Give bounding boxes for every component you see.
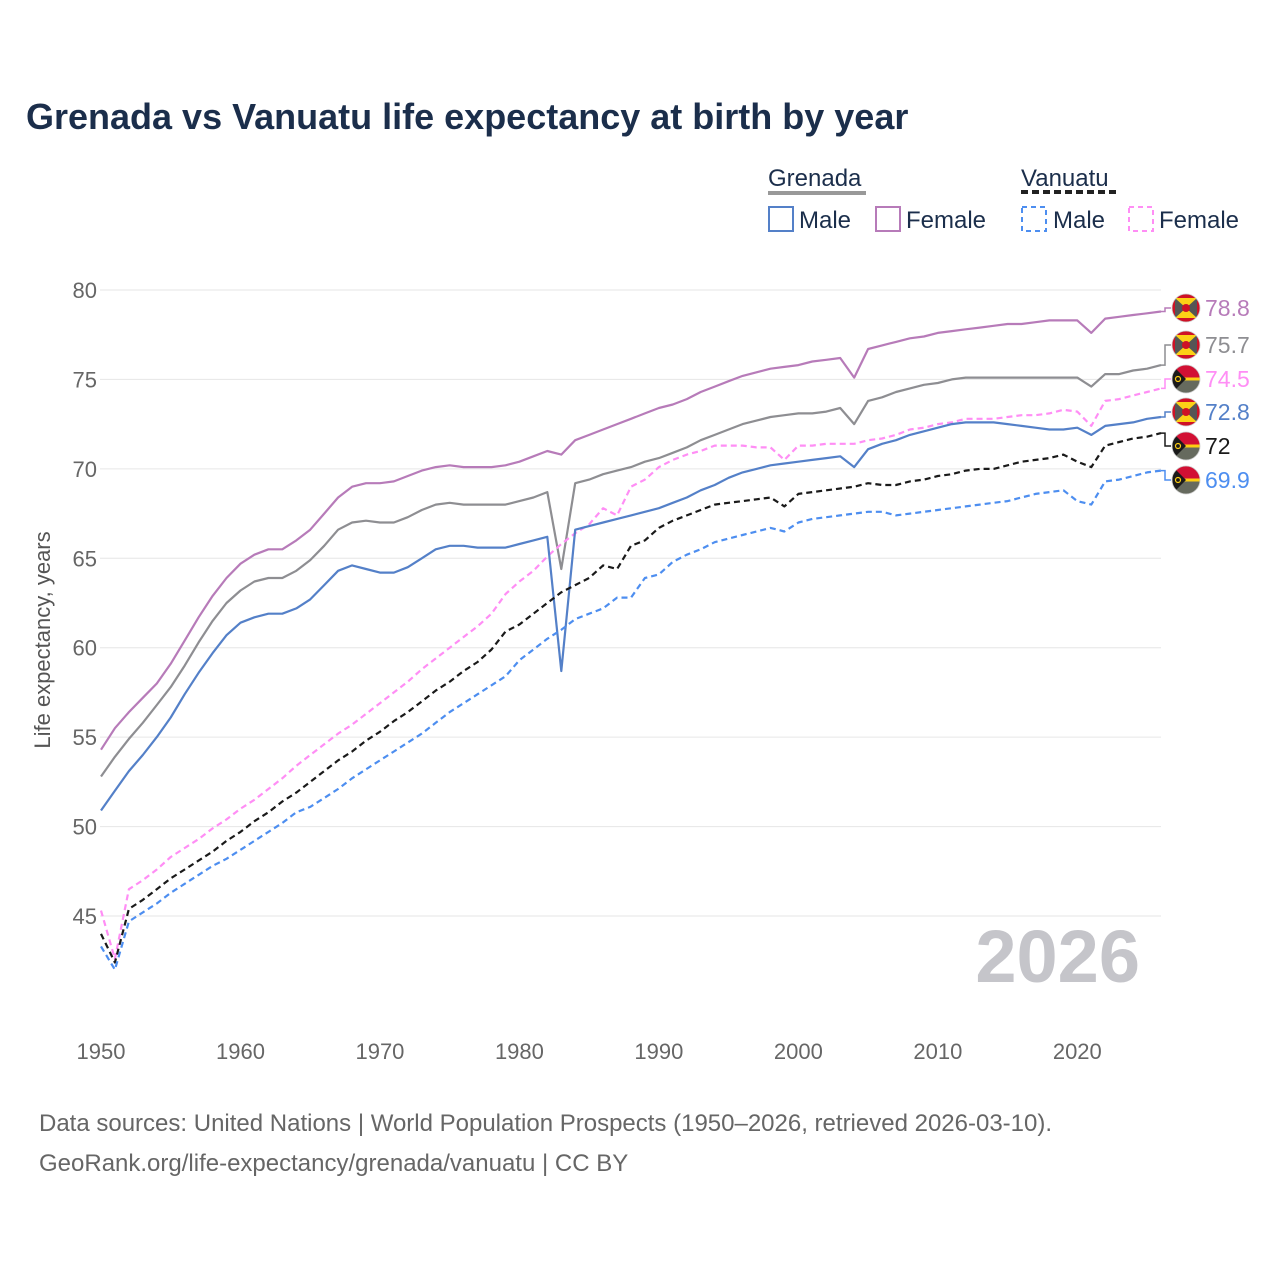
source-line-2: GeoRank.org/life-expectancy/grenada/vanu… xyxy=(39,1150,628,1177)
x-axis-ticks: 1950 1960 1970 1980 1990 2000 2010 2020 xyxy=(77,1039,1102,1064)
series-line-vanuatu-female xyxy=(99,387,1162,961)
gridlines xyxy=(100,289,1161,917)
legend-group-grenada: Grenada xyxy=(768,165,862,192)
x-tick-label: 1980 xyxy=(495,1039,544,1064)
end-label-vanuatu-total: 72 xyxy=(1205,433,1231,459)
legend-swatch-grenada-male xyxy=(768,206,794,232)
series-line-grenada-total xyxy=(100,364,1162,778)
end-label-connector xyxy=(1161,344,1171,366)
x-tick-label: 2020 xyxy=(1053,1039,1102,1064)
end-labels: 78.8 75.7 74.5 72.8 72 69.9 xyxy=(1161,293,1250,495)
series-line-vanuatu-total xyxy=(100,432,1162,964)
end-label-vanuatu-female: 74.5 xyxy=(1205,366,1250,392)
legend-label-grenada-male: Male xyxy=(799,207,851,234)
end-label-vanuatu-male: 69.9 xyxy=(1205,467,1250,493)
end-label-connector xyxy=(1161,469,1171,481)
x-tick-label: 2000 xyxy=(774,1039,823,1064)
y-axis-ticks: 45 50 55 60 65 70 75 80 xyxy=(73,278,97,929)
legend-label-vanuatu-male: Male xyxy=(1053,207,1105,234)
end-label-grenada-male: 72.8 xyxy=(1205,399,1250,425)
end-label-connector xyxy=(1161,411,1171,418)
x-tick-label: 1970 xyxy=(355,1039,404,1064)
end-label-connector xyxy=(1161,307,1171,313)
y-tick-label: 65 xyxy=(73,546,97,571)
y-tick-label: 60 xyxy=(73,636,97,661)
legend-swatch-grenada-female xyxy=(875,206,901,232)
legend-label-grenada-female: Female xyxy=(906,207,986,234)
x-tick-label: 2010 xyxy=(913,1039,962,1064)
y-axis-label: Life expectancy, years xyxy=(30,531,55,748)
y-tick-label: 50 xyxy=(73,815,97,840)
legend-label-vanuatu-female: Female xyxy=(1159,207,1239,234)
legend-group-vanuatu: Vanuatu xyxy=(1021,165,1109,192)
y-tick-label: 80 xyxy=(73,278,97,303)
flag-outline xyxy=(1171,397,1201,427)
end-label-connector xyxy=(1161,378,1171,390)
chart-title: Grenada vs Vanuatu life expectancy at bi… xyxy=(26,96,908,137)
flag-outline xyxy=(1171,465,1201,495)
end-label-grenada-female: 78.8 xyxy=(1205,295,1250,321)
series-line-grenada-male xyxy=(100,415,1162,812)
y-tick-label: 45 xyxy=(73,904,97,929)
y-tick-label: 75 xyxy=(73,367,97,392)
y-tick-label: 55 xyxy=(73,725,97,750)
y-tick-label: 70 xyxy=(73,457,97,482)
end-label-grenada-total: 75.7 xyxy=(1205,332,1250,358)
flag-outline xyxy=(1171,330,1201,360)
series-lines xyxy=(99,310,1162,971)
end-label-connector xyxy=(1161,432,1171,447)
legend-swatch-vanuatu-female xyxy=(1128,206,1154,232)
flag-outline xyxy=(1171,364,1201,394)
flag-outline xyxy=(1171,431,1201,461)
source-line-1: Data sources: United Nations | World Pop… xyxy=(39,1110,1052,1137)
legend: Grenada Vanuatu Male Female Male Female xyxy=(768,165,1239,234)
flag-outline xyxy=(1171,293,1201,323)
series-line-grenada-female xyxy=(100,310,1162,751)
x-tick-label: 1960 xyxy=(216,1039,265,1064)
series-line-vanuatu-male xyxy=(100,469,1162,971)
x-tick-label: 1950 xyxy=(77,1039,126,1064)
x-tick-label: 1990 xyxy=(634,1039,683,1064)
legend-swatch-vanuatu-male xyxy=(1021,206,1047,232)
year-watermark: 2026 xyxy=(975,915,1140,998)
